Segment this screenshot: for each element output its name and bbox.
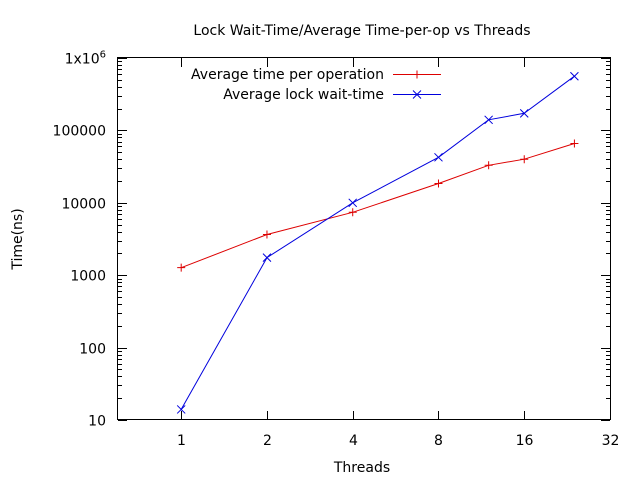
x-axis: 1 2 4 8 16 32 <box>177 58 619 449</box>
legend-label: Average lock wait-time <box>223 87 384 103</box>
y-tick-label: 10000 <box>61 197 106 213</box>
series-layer <box>176 71 579 414</box>
x-tick-label: 8 <box>434 433 443 449</box>
legend-marker <box>412 90 422 99</box>
series-line <box>181 143 575 269</box>
y-tick-label: 10 <box>88 414 106 430</box>
y-tick-label: 1x106 <box>65 50 106 68</box>
plot-frame <box>117 57 611 420</box>
data-point <box>176 405 186 414</box>
series-0 <box>177 139 579 272</box>
data-point <box>262 230 271 239</box>
data-point <box>177 263 186 272</box>
y-axis-label: Time(ns) <box>10 208 26 270</box>
data-point <box>434 152 443 162</box>
data-point <box>520 155 529 164</box>
data-point <box>348 208 357 217</box>
x-axis-label: Threads <box>333 460 390 476</box>
series-line <box>180 75 575 410</box>
x-tick-label: 16 <box>516 433 534 449</box>
y-tick-label: 100 <box>79 342 106 358</box>
x-tick-label: 32 <box>602 433 620 449</box>
data-point <box>484 115 494 125</box>
x-tick-label: 1 <box>177 433 186 449</box>
data-point <box>434 179 443 188</box>
legend-marker <box>413 70 421 79</box>
data-point <box>262 253 272 262</box>
y-tick-label: 1000 <box>70 269 106 285</box>
data-point <box>519 108 529 118</box>
chart-title: Lock Wait-Time/Average Time-per-op vs Th… <box>193 23 530 39</box>
data-point <box>570 71 579 81</box>
y-axis: 10 100 1000 10000 100000 1x106 <box>53 50 610 430</box>
data-point <box>570 139 579 148</box>
legend-label: Average time per operation <box>191 67 384 83</box>
legend: Average time per operation Average lock w… <box>191 67 441 103</box>
data-point <box>484 161 493 170</box>
series-1 <box>176 71 579 414</box>
x-tick-label: 2 <box>263 433 272 449</box>
x-tick-label: 4 <box>349 433 358 449</box>
data-point <box>348 198 358 208</box>
y-tick-label: 100000 <box>53 124 106 140</box>
